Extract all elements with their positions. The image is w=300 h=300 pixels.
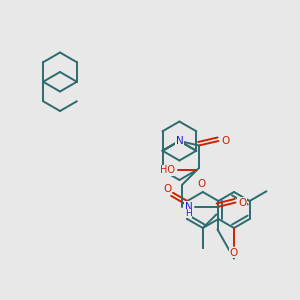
Text: O: O: [221, 136, 229, 146]
Text: N: N: [176, 136, 183, 146]
Text: O: O: [238, 197, 246, 208]
Text: HO: HO: [160, 165, 175, 175]
Text: O: O: [197, 179, 206, 189]
Text: H: H: [185, 209, 192, 218]
Text: O: O: [163, 184, 171, 194]
Text: N: N: [184, 202, 192, 212]
Text: O: O: [230, 248, 238, 258]
